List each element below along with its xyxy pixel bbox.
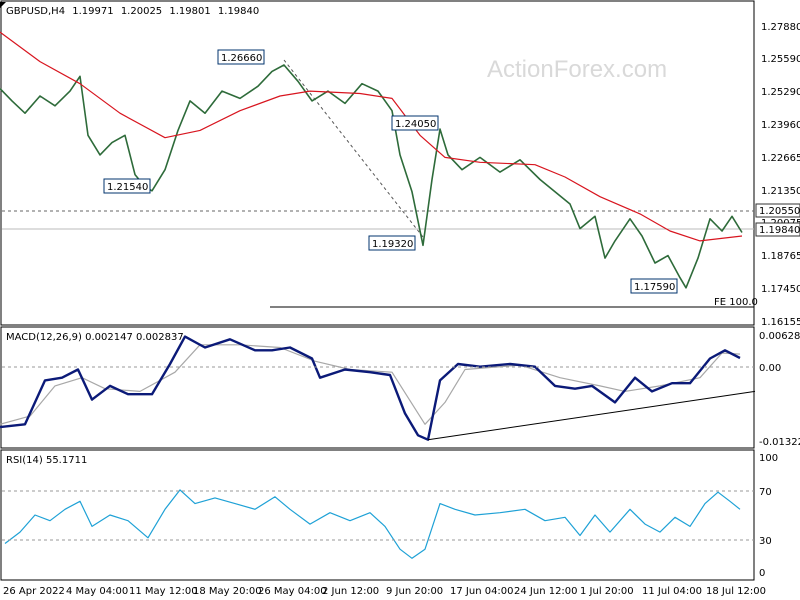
open-value: 1.19971 [72,6,113,17]
x-tick: 11 May 12:00 [129,586,198,597]
price-series-line [0,64,743,289]
price-tick: 1.23960 [761,120,800,131]
x-tick: 18 Jul 12:00 [706,586,766,597]
macd-tick: -0.013223 [759,437,800,448]
rsi-tick: 0 [759,568,765,579]
fe-label: FE 100.0 [714,297,758,308]
price-tick: 1.27880 [761,22,800,33]
macd-signal-line [0,344,741,425]
watermark: ActionForex.com [487,56,667,83]
x-tick: 17 Jun 04:00 [450,586,514,597]
macd-panel [0,326,755,449]
x-tick: 2 Jun 12:00 [322,586,379,597]
macd-header: MACD(12,26,9) 0.002147 0.002837 [6,332,184,343]
macd-tick: 0.00 [759,363,781,374]
header-triangle-icon [0,2,6,8]
current-price-badge: 1.19840 [755,222,800,237]
svg-text:1.24050: 1.24050 [395,119,436,130]
rsi-axis: 100 70 30 0 [759,453,778,579]
rsi-tick: 70 [759,487,772,498]
sma-line [0,31,743,242]
close-value: 1.19840 [218,6,259,17]
annotation-low-1: 1.21540 [103,178,151,194]
macd-main-line [0,335,741,441]
x-tick: 1 Jul 20:00 [580,586,634,597]
annotation-high-2: 1.24050 [391,115,439,131]
x-tick: 9 Jun 20:00 [386,586,443,597]
high-value: 1.20025 [121,6,162,17]
macd-axis: 0.006285 0.00 -0.013223 [759,331,800,448]
x-tick: 26 Apr 2022 [3,586,65,597]
annotation-high-1: 1.26660 [217,49,265,65]
rsi-tick: 100 [759,453,778,464]
x-tick: 4 May 04:00 [66,586,128,597]
x-tick: 18 May 20:00 [193,586,262,597]
svg-text:1.26660: 1.26660 [221,53,262,64]
price-panel [0,0,755,326]
price-tick: 1.21350 [761,186,800,197]
price-tick: 1.25290 [761,87,800,98]
level-marker-badge: 1.20550 [755,203,800,218]
macd-tick: 0.006285 [759,331,800,342]
svg-text:1.20550: 1.20550 [759,206,800,217]
chart-symbol: GBPUSD,H4 [6,6,65,17]
price-axis: 1.27880 1.25590 1.25290 1.23960 1.22665 … [761,22,800,328]
annotation-low-2: 1.19320 [368,235,416,251]
svg-text:1.21540: 1.21540 [107,182,148,193]
rsi-header: RSI(14) 55.1711 [6,455,87,466]
price-tick: 1.16155 [761,317,800,328]
projection-line [283,59,424,238]
price-tick: 1.25590 [761,54,800,65]
x-tick: 26 May 04:00 [258,586,327,597]
price-tick: 1.22665 [761,153,800,164]
annotation-low-3: 1.17590 [630,278,678,294]
rsi-panel [0,449,755,581]
price-tick: 1.17450 [761,284,800,295]
svg-text:1.19840: 1.19840 [759,225,800,236]
macd-trendline [427,390,756,441]
x-tick: 11 Jul 04:00 [642,586,702,597]
x-axis: 26 Apr 2022 4 May 04:00 11 May 12:00 18 … [3,586,766,597]
price-header: GBPUSD,H4 1.19971 1.20025 1.19801 1.1984… [6,6,259,17]
rsi-tick: 30 [759,536,772,547]
svg-text:1.19320: 1.19320 [372,239,413,250]
rsi-line [4,489,741,559]
price-tick: 1.18765 [761,251,800,262]
x-tick: 24 Jun 12:00 [514,586,578,597]
svg-text:1.17590: 1.17590 [634,282,675,293]
low-value: 1.19801 [169,6,210,17]
